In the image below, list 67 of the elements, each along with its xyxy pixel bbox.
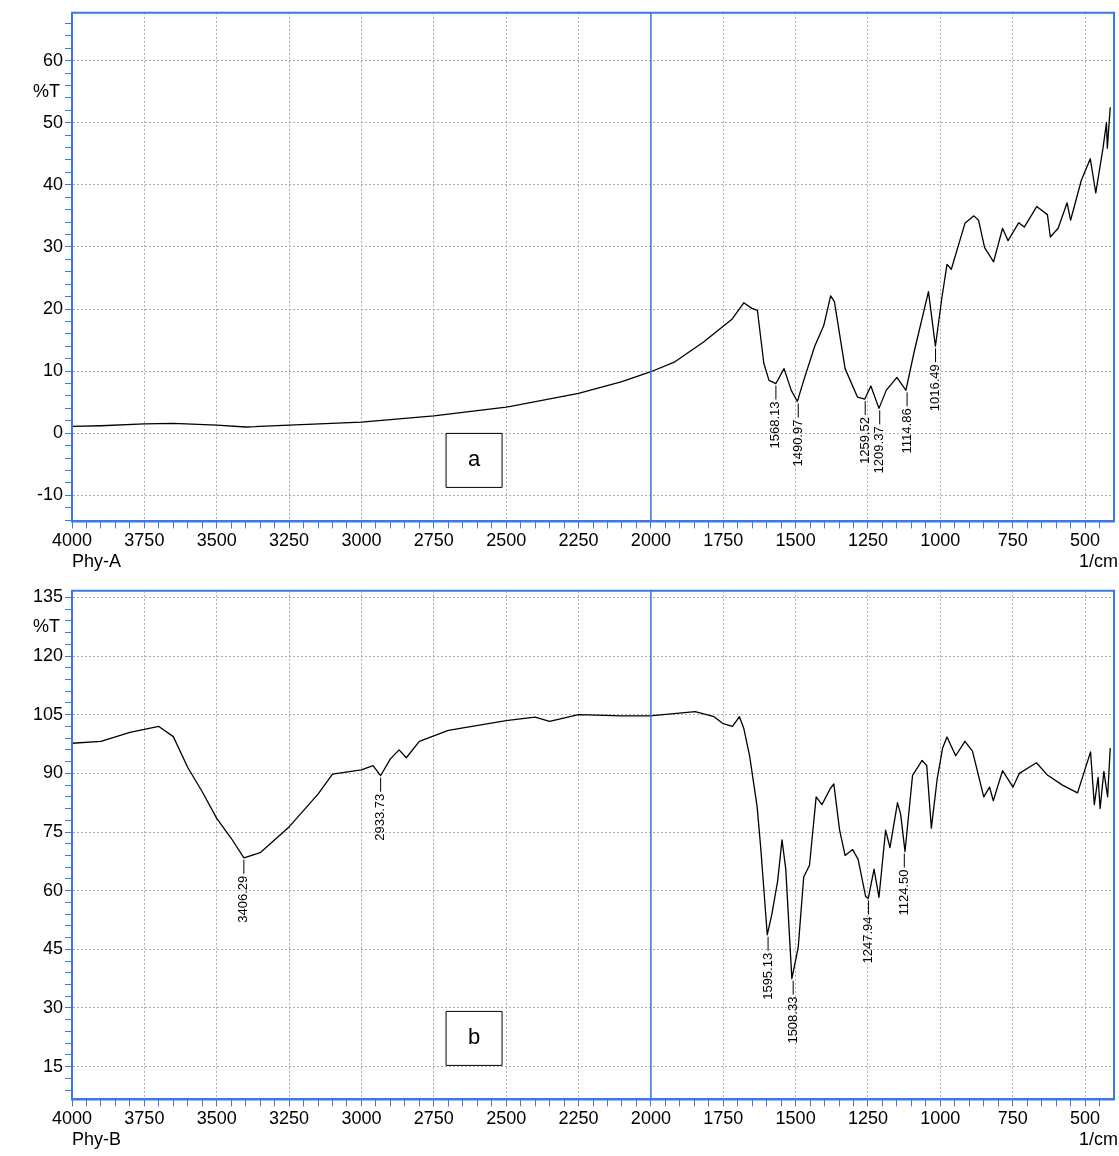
x-tick-label: 500 [1070, 530, 1101, 551]
y-tick-label: 10 [42, 360, 63, 381]
x-tick-label: 1500 [775, 530, 816, 551]
text: Phy-A [72, 551, 122, 572]
y-tick-label: 30 [42, 996, 63, 1017]
x-tick-label: 750 [997, 1108, 1028, 1129]
annotation: 2933.73 [372, 793, 388, 841]
x-tick-label: 1250 [847, 530, 888, 551]
x-tick-label: 4000 [51, 530, 93, 551]
annotation: 1209.37 [871, 426, 887, 474]
y-axis-title: %T [33, 80, 60, 101]
annotation: 1124.50 [895, 869, 911, 916]
x-tick-label: 3250 [269, 530, 310, 551]
x-tick-label: 1000 [920, 530, 961, 551]
x-tick-label: 2000 [630, 530, 671, 551]
x-tick-label: 3250 [269, 1108, 310, 1129]
x-tick-label: 2500 [486, 530, 527, 551]
x-tick-label: 1250 [847, 1108, 888, 1129]
y-tick-label: 120 [32, 645, 63, 666]
y-tick-label: 75 [42, 820, 63, 841]
y-tick-label: 50 [42, 111, 63, 132]
y-tick-label: 30 [42, 235, 63, 256]
y-tick-label: 15 [42, 1055, 63, 1076]
annotation: 1247.94 [860, 916, 876, 964]
annotation: 1595.13 [759, 952, 775, 1000]
x-axis-title: 1/cm [1078, 1129, 1118, 1150]
x-axis-title: 1/cm [1078, 551, 1118, 572]
y-tick-label: 0 [52, 422, 63, 443]
annotation: a [467, 446, 481, 472]
x-tick-label: 500 [1070, 1108, 1101, 1129]
annotation: 1259.52 [856, 417, 872, 465]
annotation: 1114.86 [898, 408, 914, 454]
y-tick-label: -10 [36, 484, 63, 505]
x-tick-label: 1500 [775, 1108, 816, 1129]
annotation: 1568.13 [767, 401, 783, 449]
y-tick-label: 40 [42, 173, 63, 194]
x-tick-label: 1750 [703, 1108, 744, 1129]
y-tick-label: 105 [32, 703, 63, 724]
x-tick-label: 4000 [51, 1108, 93, 1129]
annotation: b [467, 1024, 481, 1050]
y-tick-label: 45 [42, 938, 63, 959]
y-tick-label: 135 [32, 586, 63, 607]
x-tick-label: 3750 [124, 1108, 165, 1129]
x-tick-label: 2250 [558, 1108, 599, 1129]
x-tick-label: 2000 [630, 1108, 671, 1129]
text: Phy-B [72, 1129, 122, 1150]
x-tick-label: 1000 [920, 1108, 961, 1129]
x-tick-label: 750 [997, 530, 1028, 551]
x-tick-label: 3000 [341, 1108, 382, 1129]
y-axis-title: %T [33, 615, 60, 636]
y-tick-label: 20 [42, 297, 63, 318]
x-tick-label: 3750 [124, 530, 165, 551]
x-tick-label: 1750 [703, 530, 744, 551]
x-tick-label: 3500 [196, 1108, 237, 1129]
x-tick-label: 2750 [413, 530, 454, 551]
annotation: 1016.49 [927, 364, 943, 412]
annotation: 1508.33 [784, 996, 800, 1044]
y-tick-label: 90 [42, 762, 63, 783]
x-tick-label: 2500 [486, 1108, 527, 1129]
x-tick-label: 2750 [413, 1108, 454, 1129]
y-tick-label: 60 [42, 879, 63, 900]
x-tick-label: 3000 [341, 530, 382, 551]
y-tick-label: 60 [42, 49, 63, 70]
annotation: 1490.97 [789, 419, 805, 467]
x-tick-label: 2250 [558, 530, 599, 551]
x-tick-label: 3500 [196, 530, 237, 551]
annotation: 3406.29 [235, 875, 251, 923]
